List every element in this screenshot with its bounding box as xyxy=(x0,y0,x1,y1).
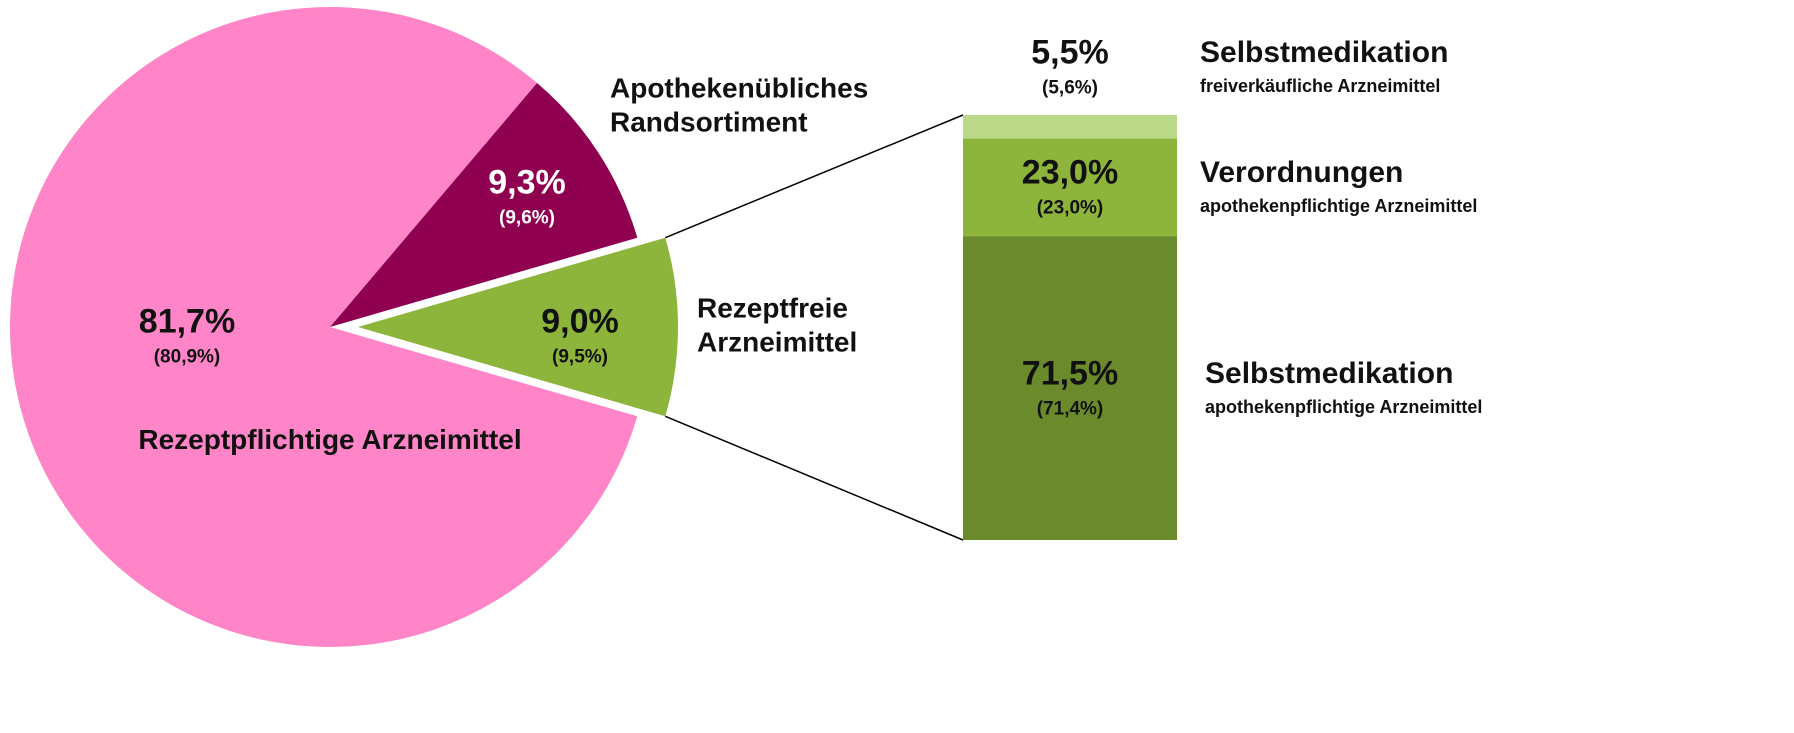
segment-value-label: 5,5% xyxy=(1031,33,1109,72)
connector-line xyxy=(665,415,964,541)
segment-value-label: 71,5% xyxy=(1021,354,1119,393)
slice-prior-label: (9,5%) xyxy=(552,346,608,368)
bar-segment xyxy=(963,138,1177,237)
pie-slice xyxy=(10,6,638,648)
connector-line xyxy=(665,114,964,239)
slice-value-label: 9,0% xyxy=(541,302,619,341)
slice-category-label: Apothekenübliches Randsortiment xyxy=(610,72,869,137)
slice-prior-label: (80,9%) xyxy=(153,346,221,368)
slice-value-label: 9,3% xyxy=(488,163,566,202)
segment-category-detail: apothekenpflichtige Arzneimittel xyxy=(1200,196,1478,217)
pie-slice xyxy=(330,83,638,327)
slice-category-label: Rezeptpflichtige Arzneimittel xyxy=(138,424,522,456)
bar-segment xyxy=(963,115,1177,139)
segment-category-label: Verordnungen xyxy=(1200,156,1404,190)
segment-prior-label: (5,6%) xyxy=(1042,77,1098,99)
slice-value-label: 81,7% xyxy=(138,302,236,341)
slice-prior-label: (9,6%) xyxy=(499,207,555,229)
segment-prior-label: (23,0%) xyxy=(1036,197,1104,219)
segment-prior-label: (71,4%) xyxy=(1036,398,1104,420)
bar-segment xyxy=(963,236,1177,540)
pie-slice xyxy=(358,237,678,417)
segment-value-label: 23,0% xyxy=(1021,153,1119,192)
segment-category-detail: apothekenpflichtige Arzneimittel xyxy=(1205,397,1483,418)
segment-category-label: Selbstmedikation xyxy=(1200,36,1449,69)
segment-category-detail: freiverkäufliche Arzneimittel xyxy=(1200,76,1441,97)
slice-category-label: Rezeptfreie Arzneimittel xyxy=(697,292,858,357)
segment-category-label: Selbstmedikation xyxy=(1205,357,1454,391)
